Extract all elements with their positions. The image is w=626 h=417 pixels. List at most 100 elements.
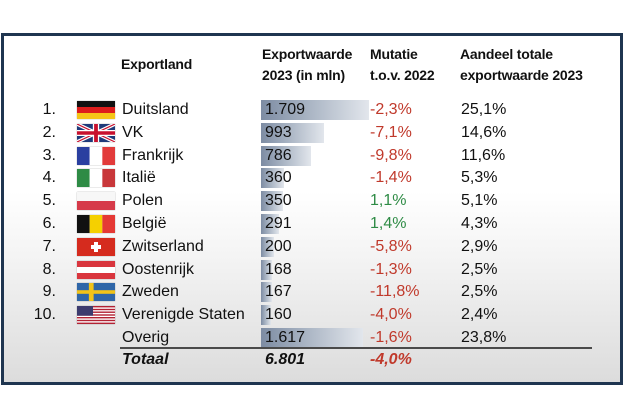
sweden-flag-icon [77, 283, 115, 302]
mutation: 1,1% [370, 192, 407, 210]
mutation: -4,0% [370, 306, 412, 324]
rank: 2. [42, 123, 56, 141]
mutation: -7,1% [370, 123, 412, 141]
table-row: Overig 1.617 23,8% -1,6% [4, 327, 620, 349]
italy-flag-icon [77, 169, 115, 188]
export-value: 350 [265, 192, 292, 210]
export-value-bar [261, 259, 272, 280]
export-value: 168 [265, 260, 292, 278]
export-table-panel: Exportland Exportwaarde 2023 (in mln) Mu… [1, 33, 623, 385]
header-mutation-line1: Mutatie [370, 46, 418, 62]
mutation: -9,8% [370, 146, 412, 164]
table-row: 9. Zweden 167 2,5% -11,8% [4, 281, 620, 303]
rank: 10. [33, 306, 56, 324]
export-share: 2,5% [461, 260, 498, 278]
mutation: 1,4% [370, 215, 407, 232]
country-name: VK [122, 123, 144, 141]
mutation: -1,3% [370, 260, 412, 278]
mutation: -1,6% [370, 329, 412, 346]
total-value: 6.801 [265, 351, 306, 368]
total-mutation: -4,0% [370, 351, 412, 368]
export-value: 200 [265, 237, 292, 255]
export-share: 2,5% [461, 283, 498, 301]
rank: 8. [42, 260, 56, 278]
usa-flag-icon [77, 306, 115, 325]
table-row: 4. Italië 360 5,3% -1,4% [4, 167, 620, 189]
export-value: 360 [265, 169, 292, 187]
export-share: 25,1% [461, 101, 507, 118]
export-value-bar [261, 236, 274, 257]
export-value-bar [261, 305, 271, 326]
mutation: -2,3% [370, 101, 412, 118]
country-name: Italië [122, 169, 156, 187]
header-share: Aandeel totale exportwaarde 2023 [460, 44, 583, 86]
country-name: Zweden [122, 283, 179, 301]
export-value: 167 [265, 283, 292, 301]
country-name: Overig [122, 329, 170, 346]
table-row: 8. Oostenrijk 168 2,5% -1,3% [4, 259, 620, 281]
rank: 6. [42, 215, 56, 232]
mutation: -5,8% [370, 237, 412, 255]
export-share: 5,3% [461, 169, 498, 187]
rank: 9. [42, 283, 56, 301]
export-value: 1.709 [265, 101, 306, 118]
rank: 5. [42, 192, 56, 210]
export-value-bar [261, 328, 363, 348]
table-row: 2. VK 993 14,6% -7,1% [4, 122, 620, 144]
export-value: 1.617 [265, 329, 306, 346]
table-row: 5. Polen 350 5,1% 1,1% [4, 190, 620, 212]
country-name: Duitsland [122, 101, 189, 118]
country-name: België [122, 215, 167, 232]
belgium-flag-icon [77, 215, 115, 233]
header-export-value-line2: 2023 (in mln) [262, 67, 345, 83]
export-share: 4,3% [461, 215, 498, 232]
export-value-bar [261, 100, 369, 120]
country-name: Oostenrijk [122, 260, 195, 278]
export-value-bar [261, 191, 283, 212]
export-value: 993 [265, 123, 292, 141]
export-share: 11,6% [461, 146, 506, 164]
header-export-value-line1: Exportwaarde [262, 46, 353, 62]
country-name: Zwitserland [122, 237, 204, 255]
table-row: 10. Verenigde Staten 160 2,4% -4,0% [4, 304, 620, 326]
rank: 3. [42, 146, 56, 164]
export-value: 786 [265, 146, 292, 164]
austria-flag-icon [77, 260, 115, 279]
france-flag-icon [77, 146, 115, 165]
country-name: Frankrijk [122, 146, 184, 164]
header-share-line2: exportwaarde 2023 [460, 67, 583, 83]
mutation: -11,8% [370, 283, 420, 301]
export-value: 160 [265, 306, 292, 324]
country-name: Polen [122, 192, 163, 210]
rank: 4. [42, 169, 56, 187]
rank: 7. [42, 237, 56, 255]
export-share: 5,1% [461, 192, 498, 210]
poland-flag-icon [77, 192, 115, 211]
table-row: 7. Zwitserland 200 2,9% -5,8% [4, 236, 620, 258]
header-mutation-line2: t.o.v. 2022 [370, 67, 435, 83]
switzerland-flag-icon [77, 237, 115, 256]
germany-flag-icon [77, 101, 115, 119]
uk-flag-icon [77, 123, 115, 142]
export-value-bar [261, 214, 279, 234]
export-value-bar [261, 282, 272, 303]
export-value-bar [261, 168, 284, 189]
export-value-bar [261, 122, 324, 143]
country-name: Verenigde Staten [122, 306, 245, 324]
export-value-bar [261, 145, 311, 166]
total-label: Totaal [122, 351, 169, 368]
header-export-value: Exportwaarde 2023 (in mln) [262, 44, 352, 86]
export-share: 14,6% [461, 123, 507, 141]
export-value: 291 [265, 215, 292, 232]
rank: 1. [42, 101, 56, 118]
mutation: -1,4% [370, 169, 412, 187]
total-row: Totaal 6.801 -4,0% [4, 349, 620, 371]
header-mutation: Mutatie t.o.v. 2022 [370, 44, 435, 86]
table-row: 1. Duitsland 1.709 25,1% -2,3% [4, 99, 620, 121]
export-share: 2,4% [461, 306, 498, 324]
table-row: 6. België 291 4,3% 1,4% [4, 213, 620, 235]
export-share: 2,9% [461, 237, 498, 255]
header-country: Exportland [121, 56, 193, 72]
table-row: 3. Frankrijk 786 11,6% -9,8% [4, 145, 620, 167]
total-divider [120, 347, 592, 349]
